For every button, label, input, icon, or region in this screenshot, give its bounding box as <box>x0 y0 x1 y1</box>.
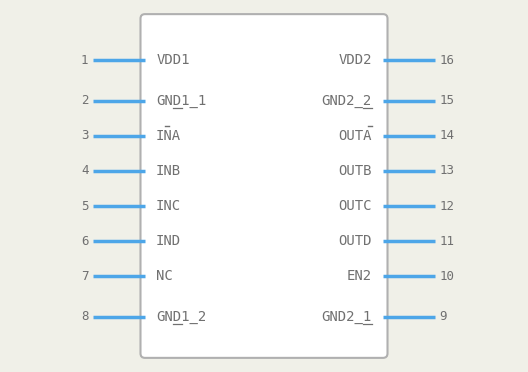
Text: 1: 1 <box>81 54 88 67</box>
Text: 11: 11 <box>440 235 455 248</box>
Text: GND1_2: GND1_2 <box>156 310 206 324</box>
Text: 6: 6 <box>81 235 88 248</box>
Text: 2: 2 <box>81 94 88 107</box>
FancyBboxPatch shape <box>140 14 388 358</box>
Text: 5: 5 <box>81 200 88 212</box>
Text: OUTC: OUTC <box>338 199 372 213</box>
Text: 13: 13 <box>440 164 455 177</box>
Text: OUTA: OUTA <box>338 129 372 143</box>
Text: 4: 4 <box>81 164 88 177</box>
Text: 9: 9 <box>440 310 447 323</box>
Text: INB: INB <box>156 164 181 178</box>
Text: GND2_1: GND2_1 <box>322 310 372 324</box>
Text: NC: NC <box>156 269 173 283</box>
Text: 15: 15 <box>440 94 455 107</box>
Text: 7: 7 <box>81 270 88 283</box>
Text: EN2: EN2 <box>347 269 372 283</box>
Text: INA: INA <box>156 129 181 143</box>
Text: IND: IND <box>156 234 181 248</box>
Text: GND1_1: GND1_1 <box>156 94 206 108</box>
Text: OUTB: OUTB <box>338 164 372 178</box>
Text: GND2_2: GND2_2 <box>322 94 372 108</box>
Text: 8: 8 <box>81 310 88 323</box>
Text: 14: 14 <box>440 129 455 142</box>
Text: VDD2: VDD2 <box>338 54 372 67</box>
Text: 12: 12 <box>440 200 455 212</box>
Text: INC: INC <box>156 199 181 213</box>
Text: 10: 10 <box>440 270 455 283</box>
Text: OUTD: OUTD <box>338 234 372 248</box>
Text: 16: 16 <box>440 54 455 67</box>
Text: 3: 3 <box>81 129 88 142</box>
Text: VDD1: VDD1 <box>156 54 190 67</box>
